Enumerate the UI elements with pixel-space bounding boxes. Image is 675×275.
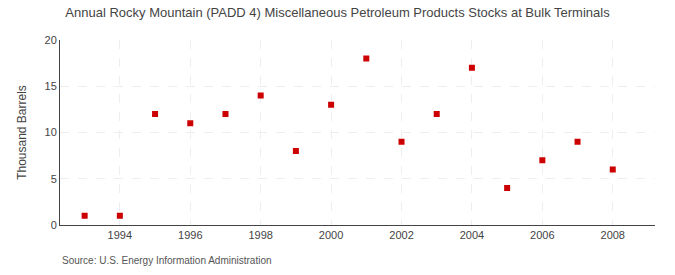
svg-text:20: 20 [45,34,57,46]
svg-text:Source: U.S. Energy Informatio: Source: U.S. Energy Information Administ… [62,255,272,266]
svg-text:1994: 1994 [108,229,132,241]
svg-text:2008: 2008 [601,229,625,241]
svg-text:Thousand Barrels: Thousand Barrels [15,85,29,180]
svg-text:2002: 2002 [389,229,413,241]
svg-text:5: 5 [51,173,57,185]
svg-text:Annual Rocky Mountain (PADD 4): Annual Rocky Mountain (PADD 4) Miscellan… [65,5,610,20]
svg-text:2000: 2000 [319,229,343,241]
svg-text:1998: 1998 [248,229,272,241]
svg-text:2006: 2006 [530,229,554,241]
svg-text:2004: 2004 [460,229,484,241]
svg-text:0: 0 [51,219,57,231]
svg-text:15: 15 [45,80,57,92]
svg-text:1996: 1996 [178,229,202,241]
svg-text:10: 10 [45,126,57,138]
